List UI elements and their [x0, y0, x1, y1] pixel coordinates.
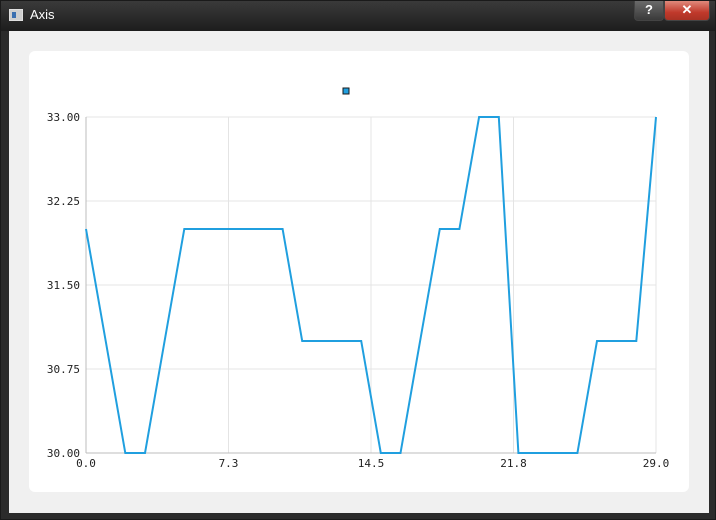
line-chart: 0.0 7.3 14.5 21.8 29.0 30.00 30.75 31.50 32.25 33…	[47, 87, 670, 470]
window-client-area: 0.0 7.3 14.5 21.8 29.0 30.00 30.75 31.50 32.25 33…	[9, 31, 709, 513]
help-icon: ?	[645, 2, 653, 17]
title-bar[interactable]: Axis ? ✕	[1, 1, 715, 31]
legend-marker	[342, 87, 350, 95]
x-tick-label: 21.8	[500, 457, 527, 470]
y-tick-label: 31.50	[47, 279, 80, 292]
help-button[interactable]: ?	[634, 1, 664, 21]
y-tick-label: 30.75	[47, 363, 80, 376]
x-tick-label: 0.0	[76, 457, 96, 470]
chart-view: 0.0 7.3 14.5 21.8 29.0 30.00 30.75 31.50 32.25 33…	[29, 51, 689, 492]
x-tick-label: 14.5	[358, 457, 385, 470]
close-icon: ✕	[681, 2, 693, 17]
x-tick-label: 7.3	[219, 457, 239, 470]
y-tick-label: 33.00	[47, 111, 80, 124]
close-button[interactable]: ✕	[664, 1, 710, 21]
window-title: Axis	[30, 7, 55, 22]
series-line	[85, 116, 657, 454]
window-app-icon[interactable]	[9, 9, 23, 21]
y-tick-label: 32.25	[47, 195, 80, 208]
x-tick-label: 29.0	[643, 457, 670, 470]
y-tick-label: 30.00	[47, 447, 80, 460]
